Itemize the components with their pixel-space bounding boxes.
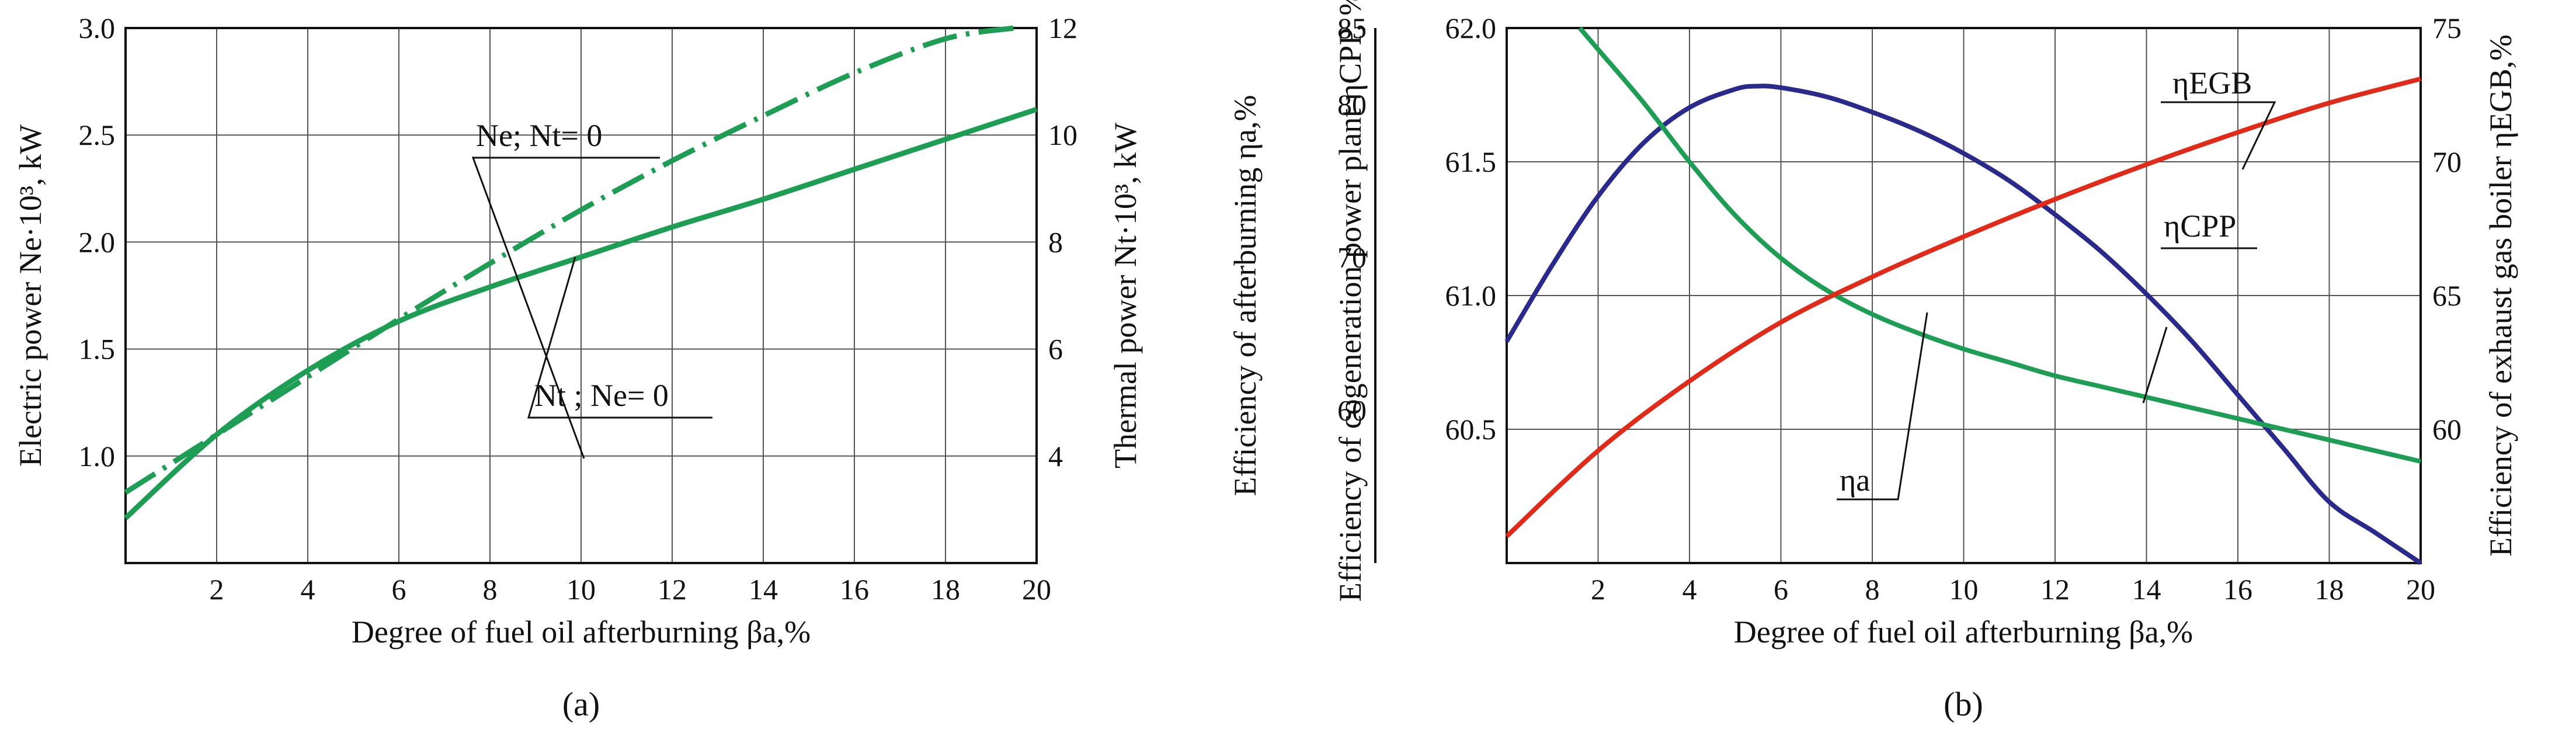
chart-a-y-left-tick-label: 1.5 bbox=[79, 333, 116, 366]
chart-a-x-tick-label: 18 bbox=[931, 573, 960, 606]
annotation-egb-leader bbox=[2161, 101, 2276, 170]
annotation-a-label: ηa bbox=[1840, 463, 1870, 498]
series-ne-line bbox=[124, 25, 1014, 495]
chart-b-x-tick-label: 16 bbox=[2223, 573, 2252, 606]
chart-a-y-axis-label-right: Thermal power Nt·10³, kW bbox=[1108, 123, 1143, 468]
chart-a-caption: (a) bbox=[562, 685, 600, 723]
annotation-egb-label: ηEGB bbox=[2172, 65, 2252, 100]
chart-b-y-egb-tick-label: 60 bbox=[2432, 413, 2462, 446]
annotation-ne: Ne; Nt= 0 bbox=[471, 118, 660, 459]
series-eta-cpp-line bbox=[1578, 26, 2421, 464]
annotation-nt-label: Nt ; Ne= 0 bbox=[534, 378, 669, 413]
chart-b-y-cpp-tick-label: 61.0 bbox=[1445, 279, 1497, 312]
chart-a-y-right-tick-label: 4 bbox=[1048, 440, 1063, 473]
chart-a-y-left-tick-label: 3.0 bbox=[79, 12, 116, 44]
chart-b-x-tick-label: 8 bbox=[1865, 573, 1880, 606]
chart-a-x-tick-label: 20 bbox=[1022, 573, 1051, 606]
annotation-a-leader bbox=[1837, 312, 1928, 501]
chart-a-y-right-tick-label: 10 bbox=[1048, 119, 1077, 151]
chart-b-y-cpp-tick-label: 60.5 bbox=[1445, 413, 1497, 446]
chart-b-plot-frame bbox=[1506, 27, 2422, 564]
annotation-nt-leader bbox=[527, 256, 712, 419]
chart-b-y-axis-label-inner-text: Efficiency of cogeneration power plant η… bbox=[1333, 0, 1368, 602]
chart-b-grid bbox=[1507, 27, 2421, 563]
chart-a-x-tick-label: 16 bbox=[840, 573, 869, 606]
chart-a-y-left-tick-label: 1.0 bbox=[79, 440, 116, 473]
chart-a-y-left-tick-label: 2.0 bbox=[79, 225, 116, 258]
chart-a-y-axis-label-left: Electric power Ne·10³, kW bbox=[13, 124, 48, 467]
annotation-cpp-leader bbox=[2142, 326, 2168, 404]
chart-b-ticks: 2 4 6 8 10 12 14 16 18 20 60.5 61.0 61.5 62.0 60 70 80 85… bbox=[1337, 12, 2462, 606]
chart-b-x-tick-label: 2 bbox=[1591, 573, 1605, 606]
annotation-ne-leader bbox=[471, 157, 660, 459]
chart-b-x-tick-label: 18 bbox=[2315, 573, 2344, 606]
chart-b-y-a-tick-label: 85 bbox=[1337, 12, 1367, 44]
chart-a-plot-frame bbox=[124, 27, 1038, 564]
chart-a-x-axis-label: Degree of fuel oil afterburning βa,% bbox=[352, 614, 811, 649]
annotation-cpp: ηCPP bbox=[2142, 209, 2257, 404]
annotation-nt: Nt ; Ne= 0 bbox=[527, 256, 712, 419]
chart-a-x-tick-label: 12 bbox=[658, 573, 687, 606]
chart-a-ticks: 2 4 6 8 10 12 14 16 18 20 1.0 1.5 2.0 2.5 3.0 4 6 8 10 12 bbox=[79, 12, 1078, 606]
chart-b-y-axis-label-right: Efficiency of exhaust gas boiler ηEGB,% bbox=[2483, 34, 2518, 557]
chart-a: 2 4 6 8 10 12 14 16 18 20 1.0 1.5 2.0 2.5 3.0 4 6 8 10 12 N… bbox=[13, 12, 1143, 723]
chart-b-y-axis-label-outer: Efficiency of afterburning ηa,% bbox=[1228, 95, 1263, 496]
annotation-a: ηa bbox=[1837, 312, 1928, 501]
chart-b-series bbox=[1504, 26, 2422, 565]
chart-b-y-egb-tick-label: 65 bbox=[2432, 279, 2462, 312]
chart-a-x-tick-label: 10 bbox=[566, 573, 596, 606]
chart-b-x-tick-label: 10 bbox=[1949, 573, 1979, 606]
chart-a-y-right-tick-label: 12 bbox=[1048, 12, 1077, 44]
chart-a-y-left-tick-label: 2.5 bbox=[79, 119, 116, 151]
chart-a-x-tick-label: 8 bbox=[483, 573, 498, 606]
chart-a-x-tick-label: 14 bbox=[749, 573, 778, 606]
chart-b-caption: (b) bbox=[1944, 685, 1983, 723]
chart-a-grid bbox=[126, 27, 1037, 563]
chart-b: 2 4 6 8 10 12 14 16 18 20 60.5 61.0 61.5 62.0 60 70 80 85… bbox=[1228, 0, 2518, 723]
chart-b-x-axis-label: Degree of fuel oil afterburning βa,% bbox=[1734, 614, 2193, 649]
chart-b-y-cpp-tick-label: 61.5 bbox=[1445, 145, 1497, 178]
chart-b-y-cpp-tick-label: 62.0 bbox=[1445, 12, 1497, 44]
chart-a-y-right-tick-label: 8 bbox=[1048, 225, 1063, 258]
chart-b-y-egb-tick-label: 70 bbox=[2432, 145, 2462, 178]
chart-b-y-a-tick-label: 60 bbox=[1337, 394, 1367, 426]
series-eta-egb-line bbox=[1505, 77, 2422, 539]
annotation-ne-label: Ne; Nt= 0 bbox=[476, 118, 602, 153]
chart-b-x-tick-label: 20 bbox=[2406, 573, 2435, 606]
annotation-egb: ηEGB bbox=[2161, 65, 2276, 170]
chart-a-x-tick-label: 2 bbox=[210, 573, 224, 606]
chart-a-x-tick-label: 6 bbox=[392, 573, 406, 606]
chart-a-x-tick-label: 4 bbox=[301, 573, 315, 606]
chart-b-y-egb-tick-label: 75 bbox=[2432, 12, 2462, 44]
chart-b-x-tick-label: 12 bbox=[2040, 573, 2070, 606]
chart-b-y-axis-label-inner: Efficiency of cogeneration power plant η… bbox=[1333, 0, 1368, 602]
chart-b-x-tick-label: 4 bbox=[1682, 573, 1697, 606]
chart-b-x-tick-label: 14 bbox=[2132, 573, 2161, 606]
chart-b-x-tick-label: 6 bbox=[1774, 573, 1788, 606]
chart-b-y-a-tick-label: 70 bbox=[1337, 241, 1367, 274]
chart-b-y-a-tick-label: 80 bbox=[1337, 88, 1367, 121]
annotation-cpp-label: ηCPP bbox=[2164, 209, 2236, 244]
chart-a-y-right-tick-label: 6 bbox=[1048, 333, 1063, 366]
